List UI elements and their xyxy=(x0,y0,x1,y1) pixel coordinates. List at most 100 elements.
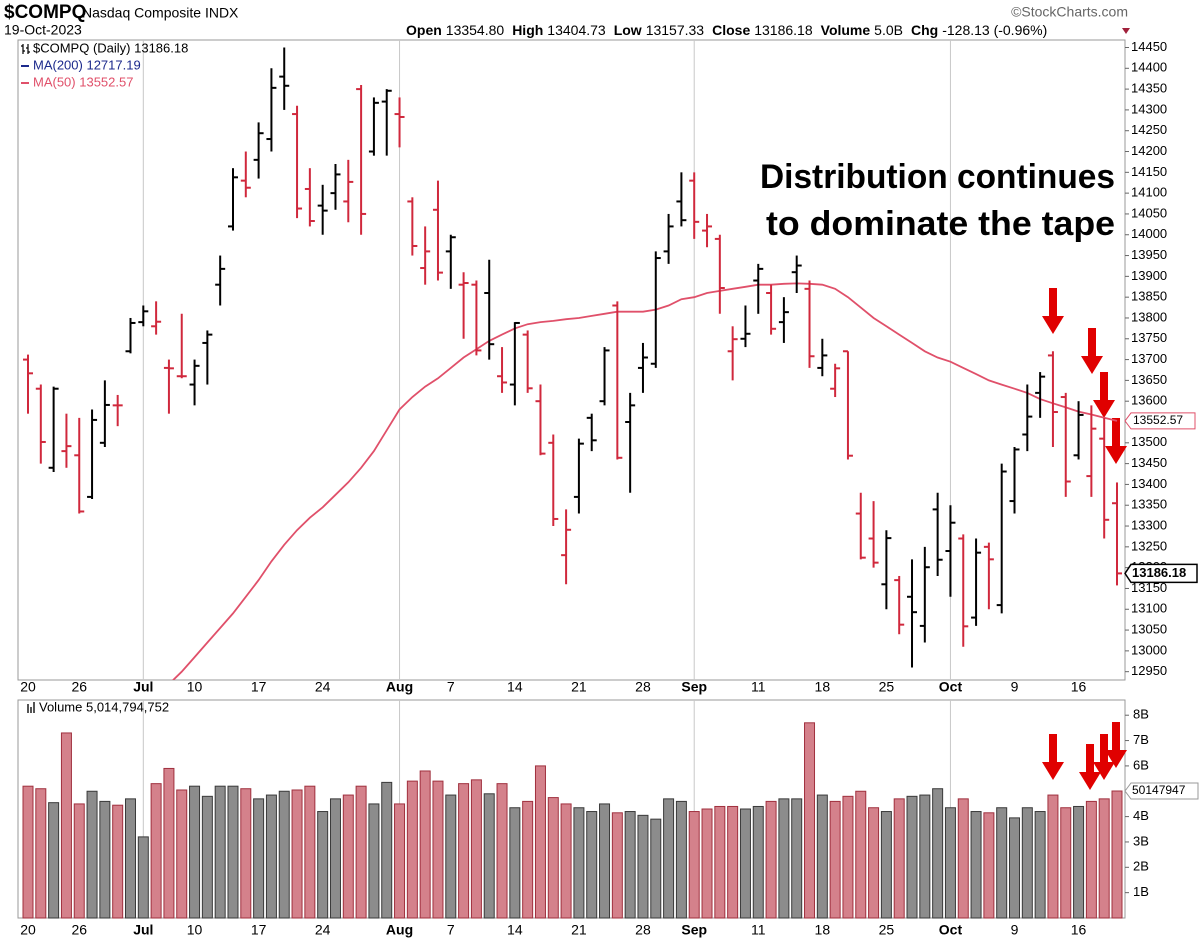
y-tick-label: 13900 xyxy=(1131,268,1167,283)
x-tick-label: 20 xyxy=(20,922,36,938)
y-tick-label: 8B xyxy=(1133,707,1149,722)
x-tick-label: 9 xyxy=(1011,922,1019,938)
volume-bar xyxy=(906,795,918,919)
x-tick-label: 11 xyxy=(751,922,766,938)
x-tick-label: 25 xyxy=(879,679,895,695)
volume-bar xyxy=(880,811,892,919)
volume-bar xyxy=(739,808,751,919)
quote-value: 13404.73 xyxy=(547,22,606,38)
y-tick-label: 13950 xyxy=(1131,247,1167,262)
y-tick-label: 12950 xyxy=(1131,663,1167,678)
y-tick-label: 13800 xyxy=(1131,309,1167,324)
legend-entry: $COMPQ (Daily) 13186.18 xyxy=(33,40,188,55)
x-tick-label: 20 xyxy=(20,679,36,695)
x-tick-label: Oct xyxy=(939,679,963,695)
legend-icon xyxy=(21,44,30,54)
volume-icon xyxy=(27,702,35,713)
volume-bar xyxy=(944,807,956,919)
volume-bar xyxy=(278,790,290,919)
volume-bar xyxy=(445,794,457,919)
annotation: Distribution continues xyxy=(760,158,1115,196)
volume-bar xyxy=(996,807,1008,919)
close-label: 13186.18 xyxy=(1132,565,1186,580)
ma-last-box xyxy=(1124,412,1196,430)
volume-bar xyxy=(214,785,226,919)
volume-bar xyxy=(124,798,136,919)
volume-bar xyxy=(560,803,572,919)
volume-bar xyxy=(573,807,585,919)
volume-bar xyxy=(99,800,111,919)
volume-last-box xyxy=(1124,782,1199,800)
x-tick-label: 28 xyxy=(635,922,651,938)
price-panel xyxy=(17,39,1126,681)
x-tick-label: Jul xyxy=(133,679,153,695)
y-tick-label: 13500 xyxy=(1131,434,1167,449)
volume-bar xyxy=(150,783,162,919)
volume-bar xyxy=(1060,807,1072,919)
volume-bar xyxy=(291,789,303,919)
volume-bar xyxy=(73,803,85,919)
x-tick-label: 21 xyxy=(571,679,587,695)
volume-bar xyxy=(599,803,611,919)
x-tick-label: 11 xyxy=(751,679,766,695)
volume-bar xyxy=(304,785,316,919)
volume-bar xyxy=(970,811,982,919)
down-indicator xyxy=(1122,28,1130,34)
y-tick-label: 14100 xyxy=(1131,185,1167,200)
volume-bar xyxy=(189,785,201,919)
x-tick-label: 26 xyxy=(71,679,87,695)
volume-bar xyxy=(919,794,931,919)
y-tick-label: 13150 xyxy=(1131,580,1167,595)
volume-bar xyxy=(829,800,841,919)
y-tick-label: 13750 xyxy=(1131,330,1167,345)
volume-bar xyxy=(509,807,521,919)
x-tick-label: Aug xyxy=(386,922,413,938)
volume-bar xyxy=(458,783,470,919)
x-tick-label: 9 xyxy=(1011,679,1019,695)
ma-layer xyxy=(23,47,1122,680)
x-tick-label: 21 xyxy=(571,922,587,938)
volume-bar xyxy=(983,812,995,919)
volume-bar xyxy=(22,785,34,919)
quote-label: Chg xyxy=(911,22,938,38)
x-tick-label: 14 xyxy=(507,922,523,938)
y-tick-label: 13050 xyxy=(1131,622,1167,637)
volume-bar xyxy=(253,798,265,919)
quote-value: 13157.33 xyxy=(646,22,705,38)
volume-bar xyxy=(496,783,508,919)
y-tick-label: 14300 xyxy=(1131,101,1167,116)
volume-bar xyxy=(329,798,341,919)
y-tick-label: 3B xyxy=(1133,833,1149,848)
quote-label: High xyxy=(512,22,543,38)
volume-bar xyxy=(1047,794,1059,919)
quote-label: Open xyxy=(406,22,442,38)
ma-last-label: 13552.57 xyxy=(1133,413,1183,427)
y-tick-label: 2B xyxy=(1133,859,1149,874)
y-tick-label: 14050 xyxy=(1131,205,1167,220)
ma-line xyxy=(171,282,1118,680)
y-tick-label: 14200 xyxy=(1131,143,1167,158)
volume-bar xyxy=(893,798,905,919)
x-tick-label: 18 xyxy=(815,922,831,938)
volume-bar xyxy=(1085,800,1097,919)
symbol: $COMPQ xyxy=(4,2,86,23)
x-tick-label: 7 xyxy=(447,922,455,938)
volume-bar xyxy=(1021,807,1033,919)
y-tick-label: 13400 xyxy=(1131,476,1167,491)
credit: ©StockCharts.com xyxy=(1011,4,1128,20)
volume-bar xyxy=(675,800,687,919)
x-tick-label: 10 xyxy=(187,679,203,695)
volume-bar xyxy=(1111,790,1123,919)
index-name: Nasdaq Composite INDX xyxy=(82,5,239,21)
volume-bar xyxy=(432,780,444,919)
y-tick-label: 13650 xyxy=(1131,372,1167,387)
volume-bar xyxy=(35,788,47,919)
y-tick-label: 6B xyxy=(1133,757,1149,772)
volume-bar xyxy=(137,836,149,919)
y-tick-label: 14250 xyxy=(1131,122,1167,137)
legend-entry: MA(200) 12717.19 xyxy=(33,57,141,72)
date: 19-Oct-2023 xyxy=(4,22,82,38)
volume-bar xyxy=(932,788,944,919)
volume-bar xyxy=(227,785,239,919)
volume-bar xyxy=(60,732,72,919)
